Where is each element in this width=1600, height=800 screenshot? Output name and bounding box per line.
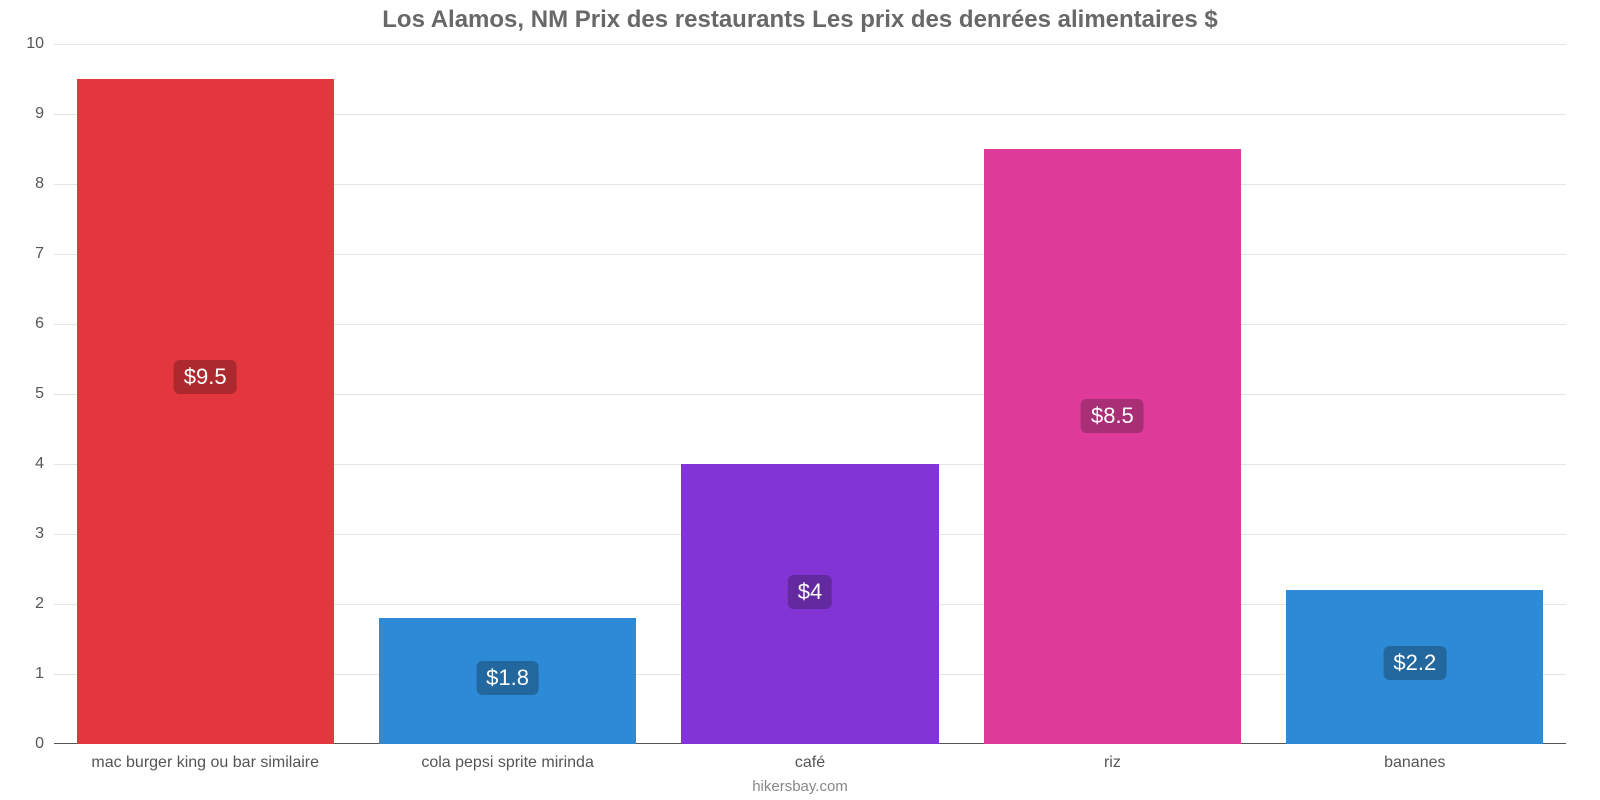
bar: $2.2 [1286,590,1543,744]
y-tick-label: 9 [35,105,54,123]
bar-value-label: $8.5 [1081,399,1144,433]
chart-container: Los Alamos, NM Prix des restaurants Les … [0,0,1600,800]
bar: $8.5 [984,149,1241,744]
y-tick-label: 10 [26,35,54,53]
y-tick-label: 1 [35,665,54,683]
y-tick-label: 3 [35,525,54,543]
y-tick-label: 2 [35,595,54,613]
x-tick-label: café [795,744,825,772]
y-tick-label: 6 [35,315,54,333]
x-tick-label: mac burger king ou bar similaire [91,744,319,772]
y-tick-label: 5 [35,385,54,403]
y-tick-label: 4 [35,455,54,473]
bar-value-label: $2.2 [1383,646,1446,680]
grid-line [54,44,1566,45]
x-tick-label: riz [1104,744,1121,772]
bar: $1.8 [379,618,636,744]
chart-title: Los Alamos, NM Prix des restaurants Les … [0,6,1600,34]
footer-credit: hikersbay.com [0,778,1600,795]
bar-value-label: $4 [788,575,832,609]
y-tick-label: 7 [35,245,54,263]
x-tick-label: cola pepsi sprite mirinda [421,744,594,772]
bar-value-label: $1.8 [476,661,539,695]
plot-area: 012345678910$9.5mac burger king ou bar s… [54,44,1566,744]
x-tick-label: bananes [1384,744,1445,772]
y-tick-label: 8 [35,175,54,193]
bar: $4 [681,464,938,744]
bar: $9.5 [77,79,334,744]
bar-value-label: $9.5 [174,360,237,394]
y-tick-label: 0 [35,735,54,753]
